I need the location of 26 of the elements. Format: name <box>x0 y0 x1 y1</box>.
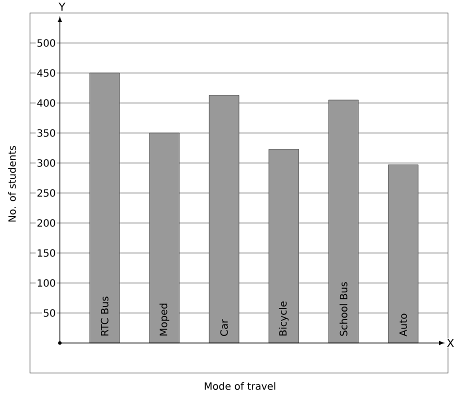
y-tick-label: 150 <box>38 249 56 257</box>
y-axis-title: No. of students <box>8 146 16 222</box>
x-tick-label: Auto <box>400 314 407 336</box>
bar <box>149 132 180 344</box>
bar <box>328 100 359 344</box>
x-tick-label: Moped <box>160 304 170 336</box>
y-tick-label: 200 <box>37 219 56 227</box>
y-tick-label: 400 <box>37 99 56 107</box>
x-tick-label: Car <box>220 319 228 336</box>
y-tick-label: 300 <box>37 159 56 167</box>
bar <box>208 95 240 344</box>
x-tick-label: RTC Bus <box>100 296 108 336</box>
bar <box>90 72 120 344</box>
text: Y <box>58 2 66 11</box>
y-tick-label: 100 <box>38 279 56 287</box>
y-tick-label: 450 <box>37 69 56 77</box>
y-tick-label: 500 <box>37 39 56 47</box>
y-tick-label: 250 <box>37 189 56 197</box>
bar <box>268 149 299 344</box>
y-tick-label: 50 <box>44 309 56 317</box>
y-tick-label: 350 <box>37 129 56 137</box>
x-axis-title: Mode of travel <box>204 382 276 390</box>
annotation: X <box>447 338 454 348</box>
bar <box>388 164 418 344</box>
x-tick-label: Bicycle <box>278 301 289 336</box>
x-tick-label: School Bus <box>340 282 348 336</box>
